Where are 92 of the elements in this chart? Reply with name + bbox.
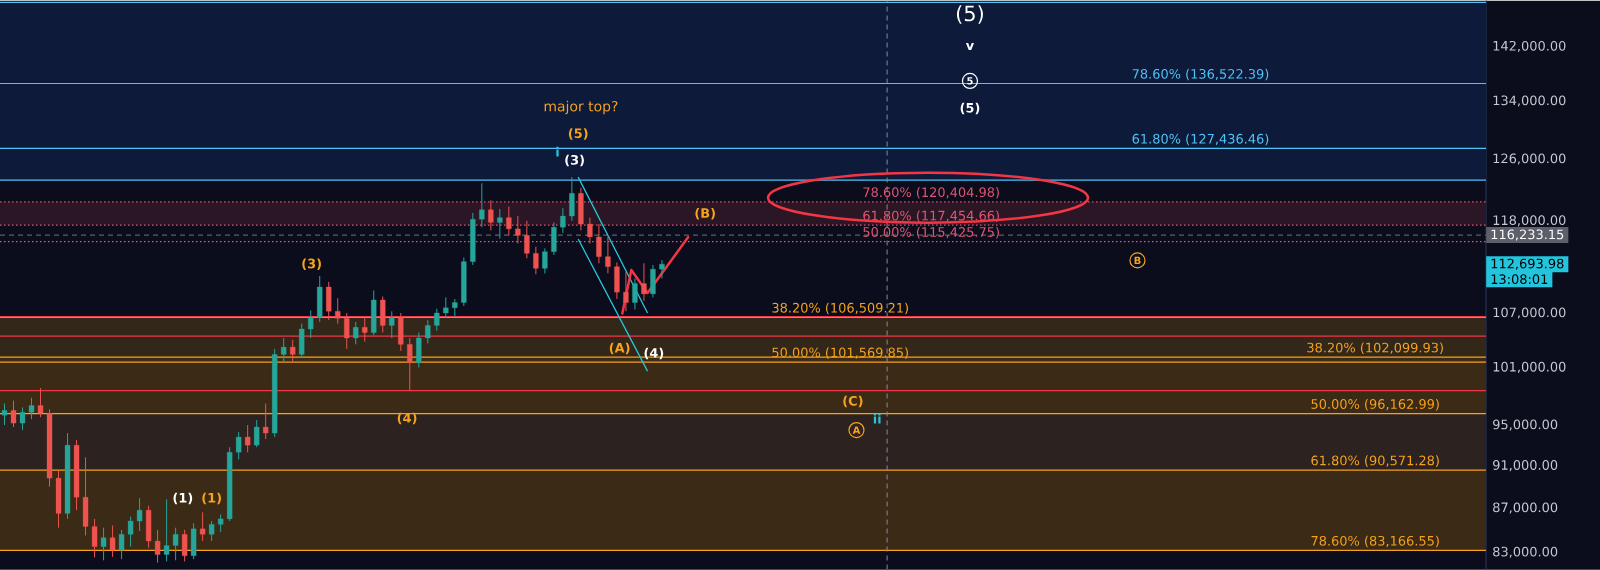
- ref-line-label: 50.00% (96,162.99): [1311, 398, 1439, 411]
- candlestick: [28, 397, 35, 420]
- candlestick: [623, 271, 629, 312]
- text: 13:08:01: [1491, 274, 1548, 284]
- annotation: (5): [568, 128, 588, 140]
- candlestick: [524, 220, 530, 259]
- annotation: (3): [302, 258, 321, 270]
- ref-line-label: 61.80% (117,454.66): [863, 210, 999, 222]
- annotation: ii: [873, 413, 881, 424]
- candlestick: [362, 316, 368, 343]
- candlestick: [632, 277, 638, 310]
- y-tick-label: 126,000.00: [1493, 153, 1566, 165]
- candlestick: [605, 236, 611, 274]
- candlestick: [533, 246, 539, 275]
- candlestick: [37, 387, 44, 418]
- candlestick: [407, 337, 413, 391]
- candlestick: [596, 223, 602, 264]
- y-tick-label: 134,000.00: [1493, 95, 1566, 107]
- candlestick: [641, 262, 647, 302]
- text: 112,693.98: [1491, 258, 1564, 270]
- candlestick: [91, 518, 98, 558]
- y-tick-label: 142,000.00: [1493, 40, 1566, 52]
- y-tick-label: 91,000.00: [1493, 459, 1558, 472]
- ref-line-label: 61.80% (127,436.46): [1132, 133, 1269, 146]
- annotation: major top?: [544, 100, 618, 115]
- candlestick: [281, 337, 287, 364]
- annotation: (5): [960, 102, 980, 115]
- y-tick-label: 95,000.00: [1493, 419, 1558, 431]
- candlestick: [181, 529, 188, 562]
- ref-line-label: 78.60% (120,404.98): [863, 186, 999, 199]
- candlestick: [425, 319, 431, 344]
- y-tick-label: 87,000.00: [1493, 502, 1558, 514]
- annotation: (1): [173, 492, 193, 505]
- candlestick: [118, 529, 125, 560]
- ref-line-label: 61.80% (90,571.28): [1311, 455, 1439, 467]
- ref-line-label: 38.20% (102,099.93): [1307, 342, 1443, 354]
- candlestick: [479, 182, 485, 228]
- candlestick: [443, 296, 449, 318]
- annotation: 5: [967, 77, 973, 85]
- annotation: (A): [609, 342, 630, 355]
- candlestick: [308, 309, 314, 339]
- candlestick: [263, 402, 269, 440]
- candlestick: [515, 215, 521, 244]
- annotation: (5): [956, 5, 983, 24]
- candlestick: [389, 310, 395, 339]
- ref-line-label: 78.60% (136,522.39): [1132, 68, 1269, 81]
- ref-line-label: 116,233.15: [1491, 229, 1564, 241]
- y-tick-label: 107,000.00: [1493, 307, 1566, 319]
- annotation: A: [852, 426, 861, 434]
- ref-line-label: 50.00% (101,569.85): [772, 347, 908, 359]
- annotation: (4): [644, 347, 664, 360]
- candlestick: [10, 399, 17, 428]
- candlestick: [587, 217, 593, 244]
- annotation: (3): [565, 154, 584, 167]
- annotation: i: [556, 146, 559, 157]
- candlestick: [344, 312, 350, 350]
- annotation: v: [965, 42, 974, 50]
- candlestick: [127, 516, 134, 548]
- candlestick: [488, 199, 494, 231]
- candlestick: [109, 524, 116, 558]
- candlestick: [199, 511, 206, 542]
- annotation: (B): [695, 207, 715, 220]
- candlestick: [542, 247, 548, 274]
- candlestick: [335, 297, 341, 325]
- candlestick: [290, 339, 296, 363]
- candlestick: [245, 424, 251, 453]
- annotation: B: [1134, 256, 1141, 264]
- candlestick: [100, 527, 107, 561]
- candlestick: [19, 406, 26, 431]
- candlestick: [154, 529, 161, 563]
- candlestick: [163, 498, 170, 562]
- ref-line-label: 50.00% (115,425.75): [863, 226, 999, 239]
- candlestick: [235, 431, 242, 460]
- candlestick: [506, 205, 512, 236]
- candlestick: [560, 207, 566, 234]
- candlestick: [497, 208, 503, 239]
- candlestick: [659, 259, 665, 279]
- candlestick: [1, 402, 8, 426]
- ref-line-label: 78.60% (83,166.55): [1311, 535, 1439, 548]
- y-tick-label: 118,000.00: [1493, 215, 1566, 227]
- candlestick: [569, 176, 575, 222]
- candlestick: [136, 497, 143, 532]
- annotation: (1): [202, 492, 221, 505]
- candlestick: [254, 419, 260, 448]
- y-tick-label: 101,000.00: [1493, 361, 1566, 373]
- ref-line-label: 38.20% (106,509.21): [772, 302, 908, 315]
- y-tick-label: 83,000.00: [1493, 546, 1558, 558]
- annotation: (C): [843, 395, 863, 408]
- candlestick: [208, 520, 215, 542]
- candlestick: [434, 308, 440, 332]
- candlestick: [353, 321, 359, 345]
- candlestick: [172, 527, 179, 561]
